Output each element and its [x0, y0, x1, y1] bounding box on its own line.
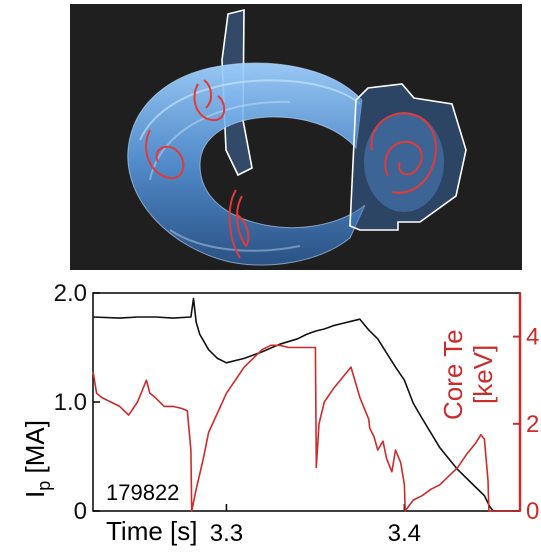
- left-tick-label: 2.0: [54, 280, 87, 307]
- contour-left: [145, 129, 185, 180]
- x-tick-label: 3.4: [388, 520, 421, 547]
- left-axis-title: Ip [MA]: [20, 420, 54, 498]
- right-axis-title-line2: [keV]: [468, 345, 498, 404]
- contour-right-inner: [384, 140, 423, 177]
- left-axis-title-main: I: [20, 491, 50, 498]
- series-layer: [92, 297, 520, 512]
- contour-bottom: [228, 189, 250, 259]
- x-axis-ticks: 3.3 3.4: [210, 504, 421, 547]
- contour-top-1: [193, 83, 226, 122]
- shot-number-annotation: 179822: [106, 480, 179, 505]
- right-axis-ticks: 0 2 4: [513, 324, 539, 525]
- poloidal-plane-right: [349, 83, 467, 231]
- torus-band-3: [169, 229, 301, 252]
- right-axis-title-line1: Core Te: [438, 329, 468, 420]
- contour-top-2: [203, 79, 212, 109]
- left-axis-ticks: 0 1.0 2.0: [54, 280, 100, 525]
- torus-body: [127, 62, 366, 266]
- torus-band-1: [139, 79, 361, 141]
- island-contours: [145, 79, 437, 259]
- left-axis-title-sub: p: [34, 481, 54, 491]
- contour-right-outer: [370, 112, 437, 194]
- left-tick-label: 1.0: [54, 389, 87, 416]
- x-axis-title: Time [s]: [106, 516, 197, 546]
- right-tick-label: 0: [526, 498, 539, 525]
- chart: 0 1.0 2.0 0 2 4 3.3 3.4 179822 Time [s] Ip [M…: [20, 280, 539, 547]
- right-tick-label: 4: [526, 324, 539, 351]
- torus-rendering: [70, 4, 522, 270]
- left-tick-label: 0: [74, 498, 87, 525]
- series-ip-line: [92, 297, 520, 512]
- plasma-right-outer: [364, 112, 444, 212]
- torus-band-2: [149, 100, 291, 181]
- right-tick-label: 2: [526, 411, 539, 438]
- x-tick-label: 3.3: [210, 520, 243, 547]
- series-core-te-line: [92, 344, 520, 512]
- left-axis-title-unit: [MA]: [20, 420, 50, 481]
